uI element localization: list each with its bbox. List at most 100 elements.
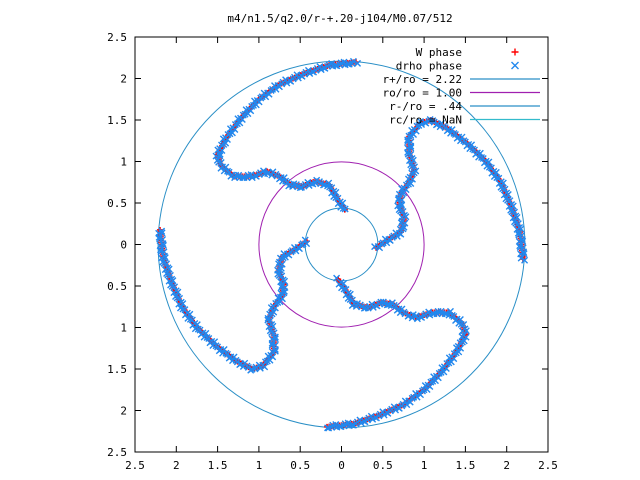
- drho-phase-point: [330, 193, 338, 201]
- drho-phase-point: [244, 171, 252, 179]
- drho-phase-point: [334, 194, 342, 202]
- drho-phase-point: [384, 409, 392, 417]
- drho-phase-point: [516, 242, 524, 250]
- y-tick-label: 0.5: [107, 197, 127, 210]
- drho-phase-point: [281, 277, 289, 285]
- drho-phase-point: [399, 208, 407, 216]
- drho-phase-point: [233, 358, 241, 366]
- drho-phase-point: [271, 345, 279, 353]
- drho-phase-point: [248, 174, 256, 182]
- drho-phase-point: [450, 129, 458, 137]
- drho-phase-point: [421, 382, 429, 390]
- circle-r-2_22: [157, 60, 526, 429]
- drho-phase-point: [521, 256, 529, 264]
- legend-marker-x: [511, 61, 519, 70]
- y-tick-label: 0.5: [107, 280, 127, 293]
- drho-phase-point: [404, 144, 412, 152]
- drho-phase-point: [372, 301, 380, 309]
- drho-phase-point: [328, 184, 336, 192]
- drho-phase-point: [412, 390, 420, 398]
- drho-phase-point: [425, 308, 433, 316]
- drho-phase-point: [432, 121, 440, 129]
- drho-phase-point: [181, 306, 189, 314]
- drho-phase-point: [320, 64, 328, 72]
- drho-phase-point: [462, 327, 470, 335]
- x-tick-label: 1: [256, 459, 263, 472]
- drho-phase-point: [261, 363, 269, 371]
- drho-phase-point: [276, 266, 284, 274]
- drho-phase-point: [217, 159, 225, 167]
- drho-phase-point: [176, 294, 184, 302]
- drho-phase-point: [441, 310, 449, 318]
- drho-phase-point: [385, 235, 393, 243]
- drho-phase-point: [308, 68, 316, 76]
- drho-phase-point: [333, 423, 341, 431]
- drho-phase-point: [231, 121, 239, 129]
- drho-phase-point: [329, 421, 337, 429]
- drho-phase-point: [501, 185, 509, 193]
- legend-marker-plus: [511, 48, 519, 56]
- drho-phase-point: [159, 258, 167, 266]
- drho-phase-points: [155, 57, 529, 432]
- drho-phase-point: [395, 190, 403, 198]
- drho-phase-point: [163, 269, 171, 277]
- circle-r-1: [258, 161, 425, 328]
- drho-phase-point: [408, 314, 416, 322]
- drho-phase-point: [271, 333, 279, 341]
- drho-phase-point: [402, 181, 410, 189]
- drho-phase-point: [372, 414, 380, 422]
- y-tick-label: 2: [120, 405, 127, 418]
- drho-phase-point: [265, 169, 273, 177]
- drho-phase-point: [341, 205, 349, 213]
- drho-phase-point: [252, 363, 260, 371]
- y-tick-label: 2.5: [107, 31, 127, 44]
- drho-phase-point: [285, 77, 293, 85]
- drho-phase-point: [299, 240, 307, 248]
- drho-phase-point: [405, 132, 413, 140]
- drho-phase-point: [341, 420, 349, 428]
- drho-phase-point: [196, 326, 204, 334]
- drho-phase-point: [433, 310, 441, 318]
- drho-phase-point: [216, 150, 224, 158]
- drho-phase-point: [413, 122, 421, 130]
- drho-phase-point: [348, 60, 356, 68]
- drho-phase-point: [268, 341, 276, 349]
- drho-phase-point: [411, 163, 419, 171]
- drho-phase-point: [270, 329, 278, 337]
- drho-phase-point: [277, 174, 285, 182]
- drho-phase-point: [297, 72, 305, 80]
- drho-phase-point: [354, 59, 362, 67]
- drho-phase-point: [295, 245, 303, 253]
- drho-phase-point: [237, 360, 245, 368]
- drho-phase-point: [401, 397, 409, 405]
- x-tick-label: 2.5: [125, 459, 145, 472]
- drho-phase-point: [448, 311, 456, 319]
- x-tick-label: 0.5: [290, 459, 310, 472]
- drho-phase-point: [271, 335, 279, 343]
- drho-phase-point: [407, 138, 415, 146]
- drho-phase-point: [458, 333, 466, 341]
- legend-label: r-/ro = .44: [389, 100, 462, 113]
- drho-phase-point: [517, 225, 525, 233]
- x-tick-label: 0.5: [373, 459, 393, 472]
- x-tick-label: 2.5: [538, 459, 558, 472]
- drho-phase-point: [407, 150, 415, 158]
- drho-phase-point: [205, 335, 213, 343]
- drho-phase-point: [325, 424, 333, 432]
- drho-phase-point: [346, 290, 354, 298]
- drho-phase-point: [410, 393, 418, 401]
- drho-phase-point: [188, 316, 196, 324]
- drho-phase-point: [225, 168, 233, 176]
- chart-title: m4/n1.5/q2.0/r-+.20-j104/M0.07/512: [227, 12, 452, 25]
- legend-label: ro/ro = 1.00: [383, 87, 462, 100]
- legend-label: r+/ro = 2.22: [383, 73, 462, 86]
- y-tick-label: 0: [120, 239, 127, 252]
- drho-phase-point: [267, 304, 275, 312]
- drho-phase-point: [159, 235, 167, 243]
- drho-phase-point: [223, 350, 231, 358]
- x-tick-label: 0: [338, 459, 345, 472]
- drho-phase-point: [176, 304, 184, 312]
- x-tick-label: 1.5: [455, 459, 475, 472]
